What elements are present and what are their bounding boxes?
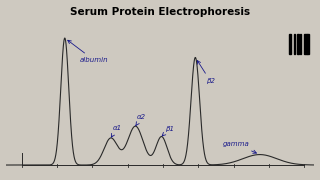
Text: β1: β1 bbox=[162, 126, 174, 136]
Bar bbox=[297, 33, 299, 55]
Bar bbox=[289, 33, 292, 55]
Text: Serum Protein Electrophoresis: Serum Protein Electrophoresis bbox=[70, 7, 250, 17]
Bar bbox=[304, 33, 307, 55]
Text: α2: α2 bbox=[136, 114, 146, 125]
Text: gamma: gamma bbox=[222, 141, 256, 153]
Bar bbox=[300, 33, 301, 55]
Bar bbox=[294, 33, 295, 55]
Bar bbox=[308, 33, 309, 55]
Text: α1: α1 bbox=[111, 125, 122, 137]
Text: albumin: albumin bbox=[68, 40, 109, 63]
Text: β2: β2 bbox=[197, 61, 215, 84]
